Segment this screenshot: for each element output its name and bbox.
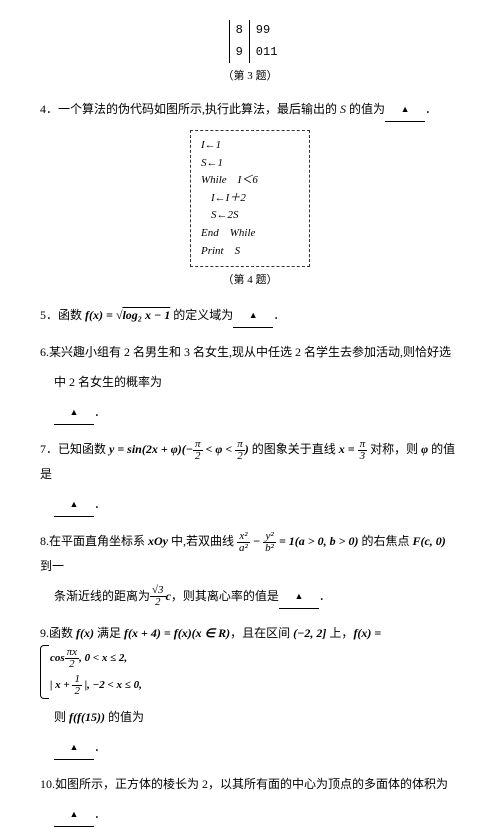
stem-cell: 8	[229, 20, 249, 42]
math-expr: f(x) =	[353, 626, 381, 640]
math-var: f(x)	[76, 626, 94, 640]
answer-line: ．	[40, 802, 460, 827]
math-expr: f(x) = √log₂ x − 1	[85, 308, 170, 322]
piecewise-row: | x + 12 |, −2 < x ≤ 0,	[50, 672, 142, 699]
q-text: ．函数	[46, 308, 85, 322]
math-expr: y = sin(2x + φ)(−π2 < φ < π2)	[109, 442, 249, 456]
question-10: 10.如图所示，正方体的棱长为 2，以其所有面的中心为顶点的多面体的体积为 ．	[40, 772, 460, 827]
answer-blank	[54, 802, 94, 827]
q-text: 的定义域为	[170, 308, 233, 322]
answer-line: ．	[40, 400, 460, 425]
math-var: F(c, 0)	[412, 534, 445, 548]
stem-leaf-row: 8 99	[217, 20, 284, 42]
q-text: 中,若双曲线	[168, 534, 237, 548]
answer-line: ．	[40, 735, 460, 760]
period: ．	[94, 740, 106, 754]
q-text: .函数	[46, 626, 76, 640]
math-var: xOy	[148, 534, 168, 548]
code-line: S←2S	[201, 207, 299, 225]
leaf-cell: 011	[249, 42, 283, 64]
q-text: .某兴趣小组有 2 名男生和 3 名女生,现从中任选 2 名学生去参加活动,则恰…	[46, 345, 451, 359]
math-expr: (−2, 2]	[293, 626, 326, 640]
stem-leaf-plot: 8 99 9 011	[40, 20, 460, 63]
question-8: 8.在平面直角坐标系 xOy 中,若双曲线 x²a² − y²b² = 1(a …	[40, 529, 460, 609]
q-text: 满足	[94, 626, 124, 640]
q-text: 上，	[326, 626, 353, 640]
answer-blank	[54, 492, 94, 517]
figure-label-3: （第 3 题）	[40, 67, 460, 87]
stem-cell: 9	[229, 42, 249, 64]
answer-blank	[233, 303, 273, 328]
question-7: 7．已知函数 y = sin(2x + φ)(−π2 < φ < π2) 的图象…	[40, 437, 460, 517]
answer-blank	[279, 584, 319, 609]
period: ．	[94, 497, 106, 511]
q-text: 到一	[40, 559, 64, 573]
figure-label-4: （第 4 题）	[40, 269, 460, 291]
period: ．	[319, 589, 331, 603]
q-text: .如图所示，正方体的棱长为 2，以其所有面的中心为顶点的多面体的体积为	[52, 777, 448, 791]
q-text: 的图象关于直线	[249, 442, 339, 456]
q-text-line2: 中 2 名女生的概率为	[40, 370, 460, 394]
stem-leaf-row: 9 011	[217, 42, 284, 64]
q-text: 的值为	[346, 102, 385, 116]
code-line: S←1	[201, 155, 299, 173]
piecewise-function: cosπx2, 0 < x ≤ 2, | x + 12 |, −2 < x ≤ …	[40, 645, 142, 699]
period: ．	[273, 308, 285, 322]
q-text-line2: 则 f(f(15)) 的值为	[40, 705, 460, 729]
math-expr: f(x + 4) = f(x)(x ∈ R)	[124, 626, 230, 640]
q-text: 的右焦点	[358, 534, 412, 548]
code-line: Print S	[201, 243, 299, 261]
question-4: 4．一个算法的伪代码如图所示,执行此算法，最后输出的 S 的值为． I←1 S←…	[40, 97, 460, 291]
math-expr: x = π3	[339, 442, 367, 456]
question-5: 5．函数 f(x) = √log₂ x − 1 的定义域为．	[40, 303, 460, 328]
period: ．	[94, 405, 106, 419]
period: ．	[425, 102, 437, 116]
answer-blank	[54, 400, 94, 425]
piecewise-row: cosπx2, 0 < x ≤ 2,	[50, 645, 142, 672]
math-expr: x²a² − y²b² = 1(a > 0, b > 0)	[237, 534, 358, 548]
q-text: .在平面直角坐标系	[46, 534, 148, 548]
answer-blank	[54, 735, 94, 760]
q-text: ．已知函数	[46, 442, 109, 456]
leaf-cell: 99	[249, 20, 283, 42]
q-text: ，且在区间	[230, 626, 293, 640]
answer-line: ．	[40, 492, 460, 517]
code-line: While I＜6	[201, 172, 299, 190]
question-6: 6.某兴趣小组有 2 名男生和 3 名女生,现从中任选 2 名学生去参加活动,则…	[40, 340, 460, 425]
code-line: I←I＋2	[201, 190, 299, 208]
q-num: 10	[40, 777, 52, 791]
pseudocode-box: I←1 S←1 While I＜6 I←I＋2 S←2S End While P…	[190, 130, 310, 267]
answer-blank	[385, 97, 425, 122]
code-line: End While	[201, 225, 299, 243]
q-text: 对称，则	[367, 442, 421, 456]
q-text-line2: 条渐近线的距离为√32c，则其离心率的值是．	[40, 584, 460, 609]
q-text: ．一个算法的伪代码如图所示,执行此算法，最后输出的	[46, 102, 340, 116]
period: ．	[94, 807, 106, 821]
code-line: I←1	[201, 137, 299, 155]
question-9: 9.函数 f(x) 满足 f(x + 4) = f(x)(x ∈ R)，且在区间…	[40, 621, 460, 760]
